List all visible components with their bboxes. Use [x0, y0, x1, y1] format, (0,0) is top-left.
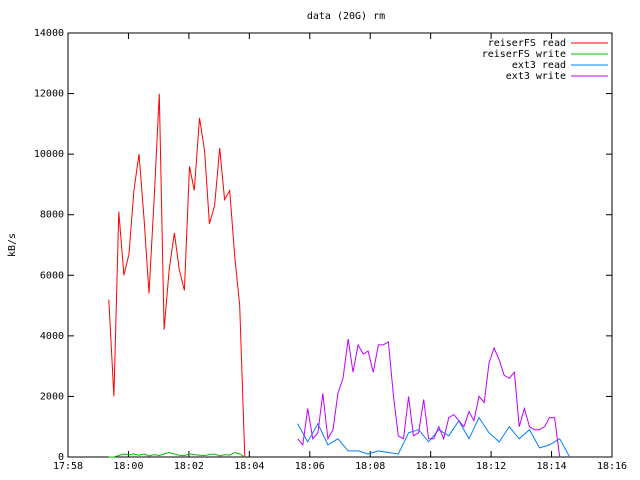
x-tick-label: 18:08: [355, 461, 385, 472]
series-line: [108, 451, 246, 458]
x-tick-label: 17:58: [53, 461, 83, 472]
x-tick-label: 18:00: [113, 461, 143, 472]
y-tick-label: 0: [58, 452, 64, 463]
x-tick-label: 18:02: [174, 461, 204, 472]
legend-label: reiserFS write: [482, 49, 566, 60]
legend-label: ext3 write: [506, 71, 566, 82]
legend-label: ext3 read: [512, 60, 566, 71]
series-line: [108, 93, 246, 458]
y-tick-label: 14000: [34, 28, 64, 39]
y-tick-label: 8000: [40, 210, 64, 221]
x-tick-label: 18:14: [537, 461, 567, 472]
x-tick-label: 18:10: [416, 461, 446, 472]
x-tick-label: 18:12: [476, 461, 506, 472]
series-line: [297, 416, 571, 458]
x-tick-label: 18:16: [597, 461, 627, 472]
y-tick-label: 12000: [34, 89, 64, 100]
series-line: [297, 338, 561, 458]
chart-title: data (20G) rm: [307, 11, 385, 22]
x-tick-label: 18:06: [295, 461, 325, 472]
y-tick-label: 10000: [34, 149, 64, 160]
y-tick-label: 6000: [40, 270, 64, 281]
legend-label: reiserFS read: [488, 38, 566, 49]
plot-border: [67, 32, 613, 458]
y-tick-label: 4000: [40, 331, 64, 342]
x-tick-label: 18:04: [234, 461, 264, 472]
y-axis-label: kB/s: [7, 233, 18, 257]
y-tick-label: 2000: [40, 391, 64, 402]
